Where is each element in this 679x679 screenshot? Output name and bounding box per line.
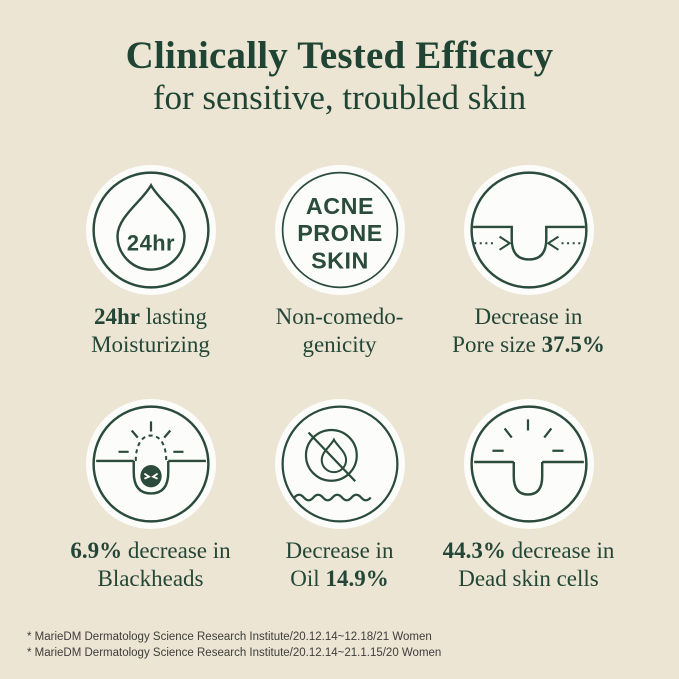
card-moisturizing: 24hr 24hr lasting Moisturizing [56, 165, 245, 359]
caption-line: Dead skin cells [458, 566, 599, 591]
caption-line: Oil 14.9% [290, 566, 389, 591]
acne-prone-skin-icon: ACNE PRONE SKIN [274, 165, 405, 295]
caption-line: Non-comedo- [275, 304, 404, 329]
card-pore-size: Decrease in Pore size 37.5% [434, 165, 623, 359]
caption-non-comedogenicity: Non-comedo- genicity [276, 303, 404, 359]
caption-line: 24hr lasting [93, 304, 208, 329]
caption-line: 44.3% decrease in [442, 538, 615, 563]
benefits-grid: 24hr 24hr lasting Moisturizing ACNE PRON… [0, 165, 679, 593]
page-subtitle: for sensitive, troubled skin [152, 78, 527, 117]
card-blackheads: 6.9% decrease in Blackheads [56, 399, 245, 593]
blackhead-icon [85, 399, 216, 529]
caption-pore-size: Decrease in Pore size 37.5% [452, 303, 605, 359]
pore-shrink-icon [463, 165, 594, 295]
card-dead-skin-cells: 44.3% decrease in Dead skin cells [434, 399, 623, 593]
dead-skin-cells-icon [463, 399, 594, 529]
footnote-line: * MarieDM Dermatology Science Research I… [27, 631, 432, 643]
icon-skin-line: SKIN [311, 248, 369, 274]
caption-line: Moisturizing [91, 332, 210, 357]
footnotes: * MarieDM Dermatology Science Research I… [27, 630, 441, 661]
caption-dead-skin-cells: 44.3% decrease in Dead skin cells [443, 537, 615, 593]
caption-moisturizing: 24hr lasting Moisturizing [91, 303, 210, 359]
caption-line: 6.9% decrease in [70, 538, 231, 563]
footnote-line: * MarieDM Dermatology Science Research I… [27, 646, 442, 659]
caption-line: Blackheads [97, 566, 204, 591]
caption-oil: Decrease in Oil 14.9% [286, 537, 394, 593]
card-oil: Decrease in Oil 14.9% [245, 399, 434, 593]
card-non-comedogenicity: ACNE PRONE SKIN Non-comedo- genicity [245, 165, 434, 359]
caption-line: genicity [302, 332, 377, 357]
icon-acne-line: ACNE [305, 193, 373, 219]
caption-line: Decrease in [474, 304, 583, 329]
icon-prone-line: PRONE [297, 220, 383, 246]
caption-line: Pore size 37.5% [452, 332, 605, 357]
water-drop-24hr-icon: 24hr [85, 165, 216, 295]
caption-line: Decrease in [285, 538, 394, 563]
icon-24hr-label: 24hr [126, 230, 174, 255]
no-oil-icon [274, 399, 405, 529]
header: Clinically Tested Efficacy for sensitive… [0, 33, 679, 118]
page-title: Clinically Tested Efficacy [125, 34, 554, 77]
caption-blackheads: 6.9% decrease in Blackheads [70, 537, 230, 593]
